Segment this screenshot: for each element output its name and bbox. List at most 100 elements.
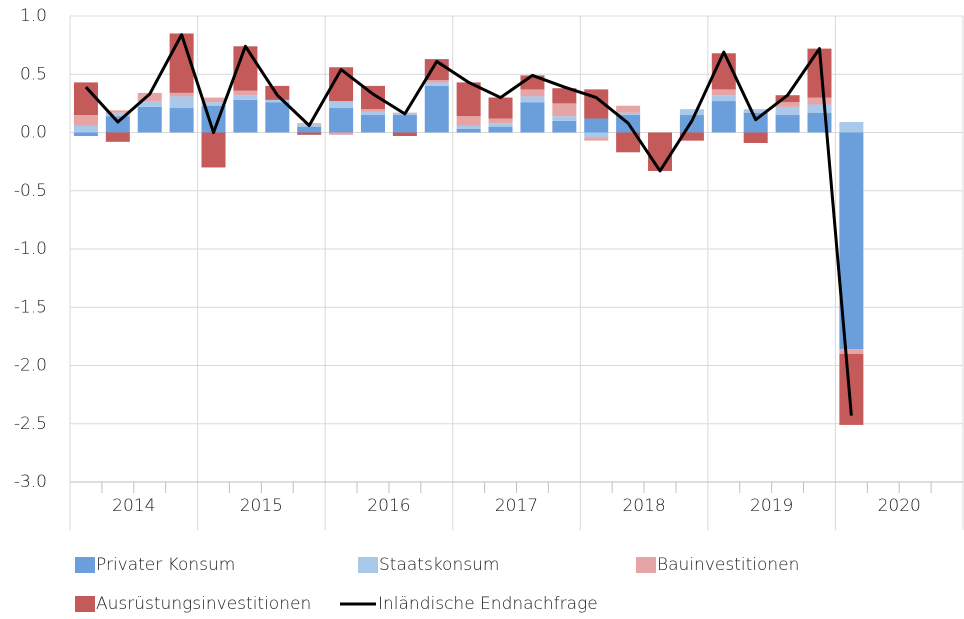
y-tick-label: -1.0 xyxy=(14,239,47,259)
bar xyxy=(488,118,513,124)
bar xyxy=(73,132,98,136)
legend-swatch xyxy=(75,596,95,612)
bar xyxy=(488,126,513,133)
bar xyxy=(105,132,130,142)
bar xyxy=(456,129,481,133)
bar xyxy=(329,108,354,133)
bar xyxy=(488,123,513,127)
x-group-label: 2019 xyxy=(750,496,793,516)
bar xyxy=(584,137,609,141)
bar xyxy=(105,116,130,133)
bar xyxy=(360,115,385,133)
x-group-label: 2016 xyxy=(367,496,410,516)
bar xyxy=(520,96,545,103)
bar xyxy=(73,125,98,133)
bar xyxy=(265,102,290,133)
bar xyxy=(743,109,768,113)
bar xyxy=(839,122,864,133)
x-group-label: 2017 xyxy=(495,496,538,516)
line xyxy=(84,33,853,416)
bar xyxy=(360,109,385,112)
y-tick-label: -3.0 xyxy=(14,472,47,492)
bar xyxy=(392,115,417,133)
y-tick-label: 1.0 xyxy=(20,6,47,26)
y-tick-label: -2.0 xyxy=(14,356,47,376)
x-group-label: 2020 xyxy=(878,496,921,516)
bar xyxy=(169,92,194,97)
legend-label: Privater Konsum xyxy=(96,555,235,575)
legend-label: Staatskonsum xyxy=(379,555,499,575)
bar xyxy=(807,104,832,113)
bar xyxy=(775,115,800,133)
bar xyxy=(711,101,736,133)
legend-swatch xyxy=(75,557,95,573)
bar xyxy=(552,88,577,104)
bar xyxy=(360,111,385,116)
y-tick-label: 0.5 xyxy=(20,64,47,84)
y-tick-label: -2.5 xyxy=(14,414,47,434)
bar xyxy=(648,132,673,171)
bar xyxy=(424,85,449,133)
legend-label: Inländische Endnachfrage xyxy=(378,594,598,614)
bar xyxy=(552,116,577,121)
bar xyxy=(329,101,354,109)
legend-swatch xyxy=(358,557,378,573)
legend-label: Ausrüstungsinvestitionen xyxy=(96,594,311,614)
bar xyxy=(616,132,641,153)
bar xyxy=(584,118,609,133)
bar xyxy=(169,108,194,133)
bar xyxy=(552,120,577,133)
bar xyxy=(839,349,864,354)
bar xyxy=(169,96,194,109)
bar xyxy=(616,112,641,116)
bar xyxy=(201,132,226,168)
bar xyxy=(807,97,832,105)
bar xyxy=(73,115,98,126)
y-tick-label: -0.5 xyxy=(14,181,47,201)
bar xyxy=(297,126,322,133)
bar xyxy=(424,82,449,86)
bar xyxy=(360,85,385,110)
bar xyxy=(775,106,800,116)
x-group-label: 2014 xyxy=(112,496,155,516)
x-group-label: 2018 xyxy=(622,496,665,516)
bar xyxy=(743,132,768,143)
bar xyxy=(392,132,417,136)
bar xyxy=(743,112,768,133)
bar xyxy=(520,102,545,133)
bar xyxy=(456,116,481,126)
bar xyxy=(233,90,258,96)
bar xyxy=(775,102,800,107)
bar xyxy=(520,89,545,97)
bar xyxy=(711,89,736,96)
bar xyxy=(105,110,130,113)
bar xyxy=(456,82,481,117)
bar xyxy=(137,92,162,102)
bar xyxy=(679,132,704,141)
bar xyxy=(679,109,704,116)
x-group-label: 2015 xyxy=(240,496,283,516)
y-tick-label: -1.5 xyxy=(14,297,47,317)
y-tick-label: 0.0 xyxy=(20,123,47,143)
bar xyxy=(233,99,258,133)
bar xyxy=(233,95,258,100)
legend-label: Bauinvestitionen xyxy=(657,555,799,575)
bar xyxy=(265,99,290,103)
legend-swatch xyxy=(636,557,656,573)
bar xyxy=(105,112,130,117)
bar xyxy=(584,132,609,138)
bar xyxy=(297,132,322,135)
bar xyxy=(201,102,226,106)
bar xyxy=(711,95,736,102)
bar xyxy=(616,105,641,113)
bar xyxy=(329,132,354,135)
bar xyxy=(552,103,577,117)
bar xyxy=(488,97,513,119)
bar xyxy=(424,80,449,83)
bar xyxy=(137,106,162,133)
bar xyxy=(137,101,162,107)
bar xyxy=(775,95,800,103)
bar xyxy=(201,97,226,103)
bar xyxy=(456,125,481,130)
